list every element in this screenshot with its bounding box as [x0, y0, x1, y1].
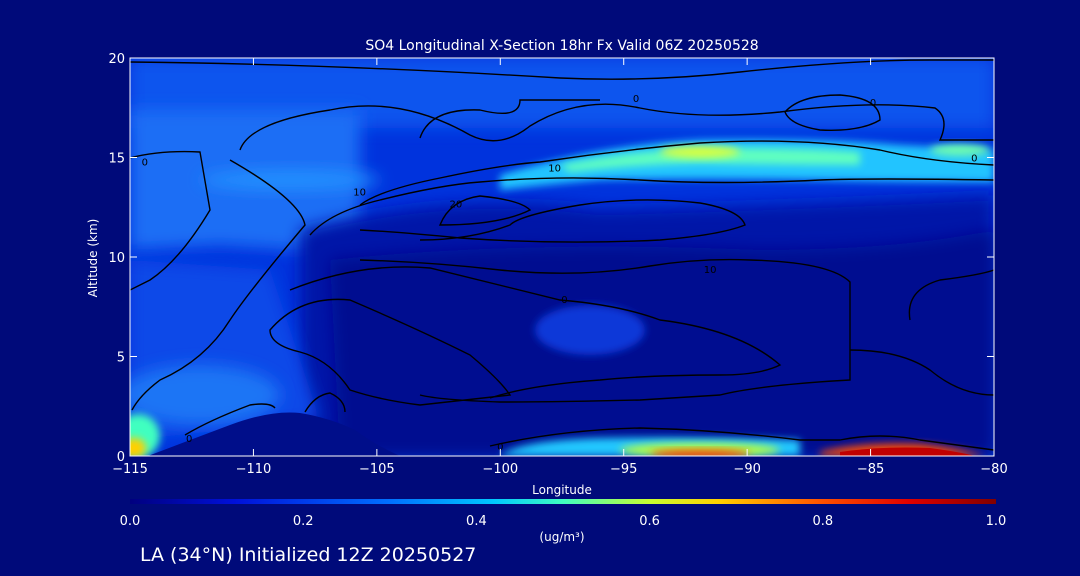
x-tick-label: −110: [236, 462, 272, 477]
contour-label: 10: [353, 187, 366, 198]
contour-lines: [130, 59, 994, 451]
contour-label: 20: [449, 199, 462, 210]
colorbar-tick-label: 0.4: [466, 514, 487, 529]
y-axis-title: Altitude (km): [86, 219, 100, 298]
contour-label: 0: [561, 295, 567, 306]
colorbar-gradient: [130, 499, 996, 504]
x-axis-title: Longitude: [532, 483, 592, 497]
colorbar-tick-label: 0.8: [812, 514, 833, 529]
x-tick-label: −100: [482, 462, 518, 477]
x-tick-label: −85: [857, 462, 884, 477]
contour-label: 0: [971, 154, 977, 165]
contour-label: 10: [704, 265, 717, 276]
contour-labels: 0 0 0 0 10 10 20 10 0 0 0: [142, 94, 978, 453]
y-tick-label: 5: [117, 351, 125, 366]
terrain: [148, 412, 400, 456]
x-tick-label: −80: [980, 462, 1007, 477]
colorbar-tick-label: 0.2: [293, 514, 314, 529]
y-tick-label: 20: [108, 52, 125, 67]
colorbar-tick-label: 1.0: [986, 514, 1007, 529]
colorbar-unit-label: (ug/m³): [539, 530, 584, 544]
y-tick-label: 0: [117, 450, 125, 465]
colorbar: 0.0 0.2 0.4 0.6 0.8 1.0 (ug/m³): [120, 499, 1007, 544]
x-tick-label: −90: [733, 462, 760, 477]
x-tick-label: −115: [112, 462, 148, 477]
chart-title: SO4 Longitudinal X-Section 18hr Fx Valid…: [365, 38, 758, 54]
contour-label: 0: [497, 442, 503, 453]
y-tick-label: 10: [108, 251, 125, 266]
x-tick-label: −95: [610, 462, 637, 477]
contour-label: 0: [633, 94, 639, 105]
contour-label: 10: [548, 163, 561, 174]
concentration-field: [130, 58, 994, 456]
contour-label: 0: [870, 98, 876, 109]
contour-label: 0: [186, 434, 192, 445]
y-tick-label: 15: [108, 152, 125, 167]
colorbar-tick-label: 0.0: [120, 514, 141, 529]
footer-caption: LA (34°N) Initialized 12Z 20250527: [140, 544, 476, 566]
colorbar-tick-label: 0.6: [639, 514, 660, 529]
x-tick-label: −105: [359, 462, 395, 477]
contour-label: 0: [142, 157, 148, 168]
plot-axes: −115 −110 −105 −100 −95 −90 −85 −80 0 5 10 15 20: [108, 52, 1007, 477]
